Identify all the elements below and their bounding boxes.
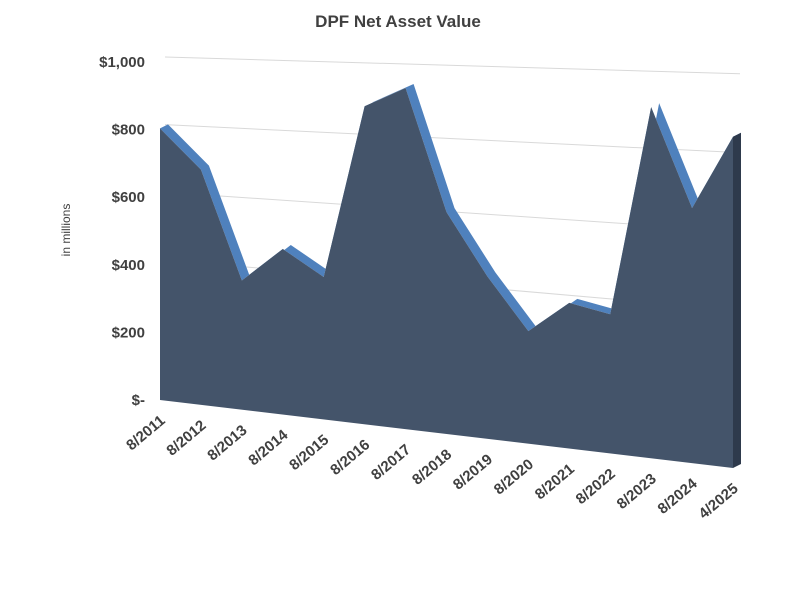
x-tick-label: 8/2015 bbox=[286, 431, 332, 474]
y-tick-label: $400 bbox=[112, 257, 145, 274]
gridline bbox=[164, 56, 741, 75]
area-series bbox=[159, 83, 741, 468]
x-tick-label: 8/2016 bbox=[327, 436, 373, 479]
area-ridge bbox=[160, 83, 741, 332]
x-tick-label: 8/2014 bbox=[245, 426, 292, 469]
y-axis-label: in millions bbox=[59, 204, 73, 257]
chart-title: DPF Net Asset Value bbox=[315, 12, 481, 31]
x-tick-label: 8/2013 bbox=[204, 422, 250, 465]
x-tick-label: 8/2011 bbox=[123, 412, 168, 454]
y-tick-label: $600 bbox=[112, 189, 145, 206]
x-tick-label: 8/2019 bbox=[450, 451, 496, 494]
x-tick-label: 8/2012 bbox=[163, 417, 209, 460]
x-tick-label: 8/2022 bbox=[573, 465, 619, 508]
area-face bbox=[160, 87, 733, 468]
y-tick-label: $1,000 bbox=[99, 54, 145, 71]
x-tick-label: 8/2018 bbox=[409, 446, 455, 489]
y-tick-label: $200 bbox=[112, 324, 145, 341]
x-tick-label: 8/2024 bbox=[655, 475, 702, 518]
x-tick-label: 8/2020 bbox=[491, 456, 537, 499]
y-axis-ticks: $- $200 $400 $600 $800 $1,000 bbox=[99, 54, 145, 409]
y-tick-label: $- bbox=[132, 392, 145, 409]
x-tick-label: 8/2023 bbox=[614, 470, 660, 513]
x-tick-label: 8/2021 bbox=[532, 461, 578, 504]
y-tick-label: $800 bbox=[112, 122, 145, 139]
x-tick-label: 8/2017 bbox=[368, 441, 414, 484]
x-tick-label: 4/2025 bbox=[695, 480, 741, 523]
area-side bbox=[733, 132, 741, 468]
